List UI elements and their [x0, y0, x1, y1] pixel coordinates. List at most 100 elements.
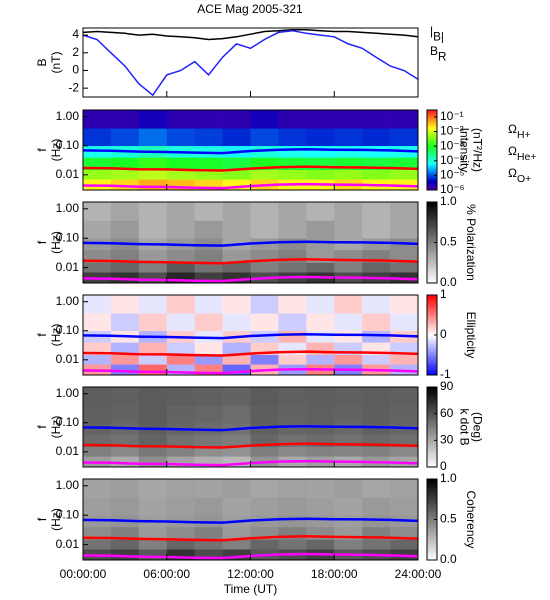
colorbar-step: [427, 335, 437, 338]
colorbar-step: [427, 303, 437, 306]
colorbar-tick-label: 0.5: [440, 512, 457, 526]
heatmap-cell: [166, 220, 195, 239]
heatmap-cell: [83, 220, 112, 239]
colorbar-step: [427, 413, 437, 416]
colorbar-step: [427, 268, 437, 272]
heatmap-cell: [110, 202, 140, 221]
heatmap-cell: [278, 220, 307, 239]
colorbar-step: [427, 441, 437, 444]
colorbar-step: [427, 457, 437, 460]
heatmap-cell: [194, 220, 223, 239]
heatmap-cell: [166, 405, 195, 424]
colorbar-step: [427, 499, 437, 502]
colorbar-step: [427, 168, 437, 171]
colorbar-step: [427, 327, 437, 330]
colorbar-step: [427, 274, 437, 278]
colorbar-step: [427, 349, 437, 352]
heatmap-cell: [222, 262, 251, 273]
y-axis-label: f: [35, 333, 49, 337]
legend-label: ΩHe+: [508, 144, 536, 162]
heatmap-cell: [250, 128, 279, 147]
heatmap-cell: [138, 497, 168, 516]
heatmap-cell: [390, 157, 419, 170]
heatmap-cell: [306, 220, 335, 239]
colorbar-step: [427, 278, 437, 282]
heatmap-cell: [166, 157, 195, 170]
heatmap-cell: [138, 157, 168, 170]
heatmap-cell: [222, 456, 251, 468]
heatmap-cell: [306, 169, 335, 180]
heatmap-cell: [278, 169, 307, 180]
colorbar-step: [427, 347, 437, 350]
heatmap-cell: [83, 387, 112, 406]
heatmap-cell: [334, 422, 363, 435]
colorbar-tick-label: 10⁻³: [440, 138, 464, 152]
heatmap-cell: [250, 479, 279, 498]
heatmap-cell: [390, 110, 419, 129]
colorbar-step: [427, 204, 437, 207]
heatmap-cell: [166, 342, 195, 355]
heatmap-cell: [166, 434, 195, 447]
heatmap-cell: [362, 220, 391, 239]
heatmap-cell: [222, 526, 251, 540]
colorbar-step: [427, 208, 437, 211]
colorbar-step: [427, 142, 437, 145]
heatmap-cell: [334, 262, 363, 273]
colorbar-tick-label: -1: [440, 367, 451, 381]
colorbar-step: [427, 138, 437, 141]
colorbar-step: [427, 295, 437, 298]
colorbar-step: [427, 415, 437, 418]
colorbar-step: [427, 250, 437, 254]
colorbar-step: [427, 112, 437, 115]
colorbar-step: [427, 156, 437, 159]
heatmap-cell: [138, 313, 168, 332]
heatmap-cell: [83, 434, 112, 447]
heatmap-cell: [390, 354, 419, 365]
heatmap-cell: [194, 202, 223, 221]
heatmap-cell: [110, 446, 140, 457]
heatmap-cell: [334, 497, 363, 516]
heatmap-cell: [83, 479, 112, 498]
y-axis-label: f: [35, 240, 49, 244]
heatmap-cell: [194, 249, 223, 263]
y-tick-label: 2: [72, 45, 79, 59]
heatmap-cell: [194, 497, 223, 516]
data-line: [82, 29, 419, 41]
colorbar-tick-label: 90: [440, 379, 454, 393]
heatmap-cell: [83, 313, 112, 332]
colorbar-step: [427, 307, 437, 310]
heatmap-cell: [250, 422, 279, 435]
colorbar-step: [427, 439, 437, 442]
colorbar-step: [427, 260, 437, 264]
y-tick-label: 0.10: [56, 323, 80, 337]
colorbar-step: [427, 417, 437, 420]
colorbar-step: [427, 240, 437, 243]
y-tick-label: 0.10: [56, 230, 80, 244]
heatmap-cell: [110, 110, 140, 129]
heatmap-cell: [306, 110, 335, 129]
colorbar-step: [427, 126, 437, 129]
colorbar-step: [427, 224, 437, 227]
heatmap-cell: [334, 313, 363, 332]
heatmap-cell: [138, 295, 168, 314]
colorbar-step: [427, 543, 437, 547]
heatmap-cell: [222, 313, 251, 332]
heatmap-cell: [250, 202, 279, 221]
colorbar-step: [427, 493, 437, 496]
colorbar-step: [427, 202, 437, 205]
heatmap-cell: [390, 202, 419, 221]
colorbar-step: [427, 116, 437, 119]
heatmap-cell: [166, 456, 195, 468]
heatmap-cell: [138, 539, 168, 550]
heatmap-cell: [334, 354, 363, 365]
heatmap-cell: [110, 128, 140, 147]
colorbar-step: [427, 266, 437, 270]
heatmap-cell: [83, 202, 112, 221]
heatmap-cell: [306, 354, 335, 365]
colorbar-step: [427, 465, 437, 468]
colorbar-step: [427, 387, 437, 390]
heatmap-cell: [138, 387, 168, 406]
x-tick-label: 06:00:00: [143, 567, 190, 581]
heatmap-cell: [390, 526, 419, 540]
heatmap-cell: [110, 157, 140, 170]
